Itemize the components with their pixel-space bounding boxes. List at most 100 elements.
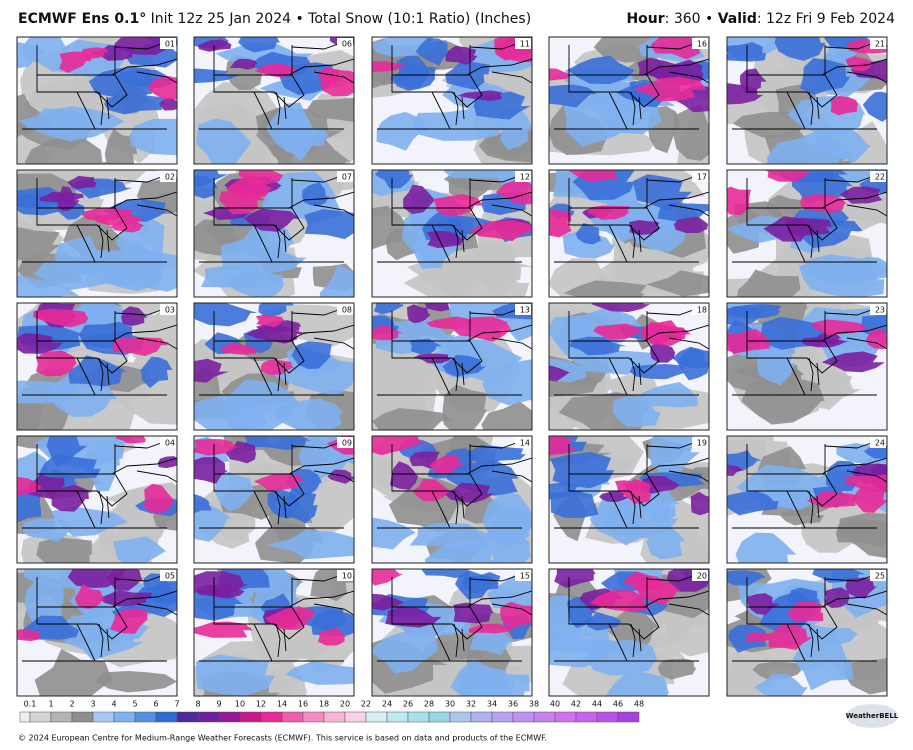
state-border: [253, 490, 273, 529]
snow-area: [372, 436, 426, 456]
ensemble-panel: 14: [371, 435, 533, 564]
state-border: [391, 74, 483, 108]
ensemble-panel: 22: [726, 169, 888, 298]
state-border: [608, 224, 628, 263]
snow-area: [455, 570, 500, 600]
colorbar-segment: [29, 711, 52, 723]
snow-area: [629, 364, 689, 380]
member-label-bg: [870, 304, 886, 315]
member-label-bg: [692, 38, 708, 49]
member-label: 18: [697, 306, 707, 315]
state-border: [36, 606, 128, 640]
state-border: [111, 457, 177, 475]
member-label: 09: [342, 439, 352, 448]
state-border: [568, 74, 660, 108]
ensemble-panel: 20: [548, 568, 710, 697]
snow-area: [238, 37, 281, 53]
colorbar-label: 40: [550, 700, 560, 709]
snow-area: [372, 408, 455, 430]
colorbar-segment: [512, 711, 535, 723]
member-label-bg: [515, 437, 531, 448]
colorbar-segment: [176, 711, 199, 723]
state-border: [213, 340, 305, 374]
snow-field: [727, 170, 887, 297]
state-border: [98, 357, 110, 392]
state-border: [453, 357, 465, 392]
snow-area: [385, 605, 442, 628]
state-border: [808, 623, 820, 658]
snow-area: [470, 220, 532, 242]
panel-frame: [193, 435, 355, 564]
snow-area: [104, 94, 165, 115]
snow-area: [413, 353, 453, 364]
member-label: 23: [875, 306, 885, 315]
state-border: [36, 45, 116, 76]
snow-field: [549, 436, 709, 563]
snow-area: [650, 37, 700, 60]
snow-area: [775, 84, 818, 120]
snow-area: [591, 303, 651, 312]
state-border: [466, 58, 532, 76]
snow-area: [279, 486, 318, 524]
panel-frame: [371, 568, 533, 697]
snow-area: [121, 306, 148, 326]
ensemble-panel: 19: [548, 435, 710, 564]
state-border: [491, 470, 532, 483]
snow-area: [766, 128, 855, 164]
snow-area: [735, 532, 797, 563]
snow-area: [372, 517, 416, 550]
state-border: [275, 623, 287, 658]
snow-area: [606, 672, 670, 696]
state-border: [668, 337, 709, 350]
ensemble-panel: 13: [371, 302, 533, 431]
state-border: [491, 71, 532, 84]
hour-label: Hour: [626, 11, 664, 27]
state-border: [746, 178, 826, 209]
state-border: [668, 603, 709, 616]
snow-area: [373, 303, 405, 315]
snow-area: [17, 487, 42, 523]
snow-area: [845, 577, 877, 599]
member-label-bg: [337, 570, 353, 581]
snow-area: [194, 175, 218, 199]
snow-area: [304, 209, 354, 240]
model-name: ECMWF Ens 0.1°: [18, 11, 146, 27]
snow-area: [99, 590, 152, 607]
snow-area: [104, 128, 138, 164]
state-border: [275, 91, 287, 126]
ensemble-panel: 04: [16, 435, 178, 564]
snow-area: [744, 632, 772, 642]
state-border: [808, 91, 820, 126]
ensemble-panel: 03: [16, 302, 178, 431]
header-right: Hour: 360 • Valid: 12z Fri 9 Feb 2024: [626, 11, 895, 27]
state-border: [821, 191, 887, 209]
snow-area: [549, 68, 572, 81]
member-label-bg: [337, 304, 353, 315]
state-border: [668, 470, 709, 483]
snow-area: [657, 658, 697, 680]
state-border: [76, 91, 96, 130]
member-label: 10: [342, 572, 352, 581]
panel-frame: [16, 435, 178, 564]
state-border: [98, 490, 110, 525]
snow-area: [549, 482, 585, 500]
member-label: 14: [520, 439, 530, 448]
snow-area: [763, 216, 817, 242]
snow-area: [727, 491, 779, 516]
state-border: [453, 490, 465, 525]
snow-field: [194, 170, 354, 297]
snow-area: [254, 64, 298, 78]
state-border: [453, 91, 465, 126]
snow-area: [273, 358, 354, 396]
snow-field: [372, 170, 532, 297]
state-border: [76, 490, 96, 529]
snow-area: [862, 91, 887, 122]
snow-area: [649, 436, 700, 475]
snow-area: [450, 658, 515, 696]
snow-area: [202, 206, 250, 220]
state-border: [431, 357, 451, 396]
member-label: 03: [165, 306, 175, 315]
snow-area: [229, 58, 258, 70]
colorbar-start: [19, 711, 31, 723]
colorbar-label: 30: [445, 700, 455, 709]
